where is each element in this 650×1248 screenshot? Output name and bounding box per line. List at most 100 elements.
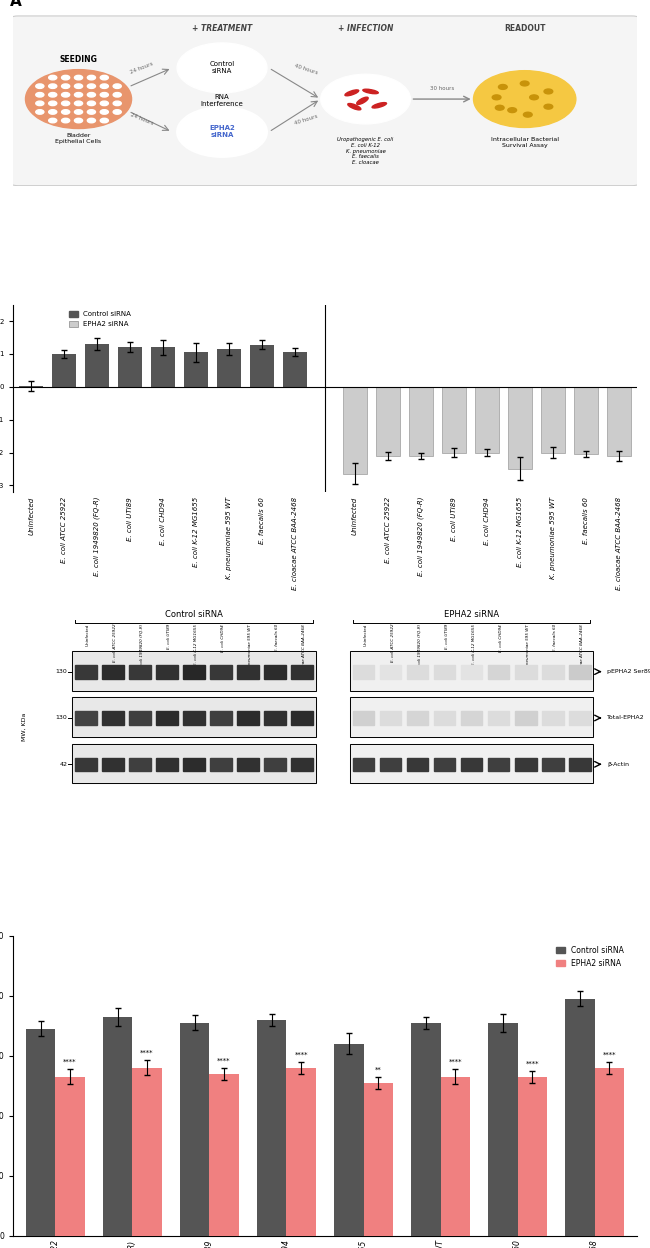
Circle shape xyxy=(87,92,96,97)
Bar xyxy=(210,758,232,771)
Bar xyxy=(353,665,374,679)
Bar xyxy=(156,665,177,679)
Bar xyxy=(118,347,142,387)
Bar xyxy=(574,387,598,454)
Bar xyxy=(72,744,316,784)
Bar xyxy=(434,711,456,725)
Circle shape xyxy=(177,107,267,157)
Ellipse shape xyxy=(345,90,359,96)
Circle shape xyxy=(100,92,109,97)
Text: β-Actin: β-Actin xyxy=(607,761,629,766)
Bar xyxy=(380,711,401,725)
Text: pEPHA2 Ser897: pEPHA2 Ser897 xyxy=(607,669,650,674)
Circle shape xyxy=(523,112,532,117)
Circle shape xyxy=(75,75,83,80)
Bar xyxy=(517,1077,547,1236)
Bar xyxy=(183,665,205,679)
Bar xyxy=(75,758,97,771)
Circle shape xyxy=(36,101,44,106)
Bar xyxy=(542,758,564,771)
Bar xyxy=(283,352,307,387)
Text: ****: **** xyxy=(217,1057,231,1063)
Bar xyxy=(380,758,401,771)
Text: Bladder
Epithelial Cells: Bladder Epithelial Cells xyxy=(55,134,101,145)
Bar xyxy=(26,1028,55,1236)
Circle shape xyxy=(100,84,109,89)
Bar xyxy=(237,665,259,679)
Circle shape xyxy=(62,92,70,97)
Text: E. faecalis 60: E. faecalis 60 xyxy=(552,624,557,651)
Circle shape xyxy=(473,71,576,127)
Circle shape xyxy=(508,107,517,112)
Circle shape xyxy=(87,119,96,122)
Circle shape xyxy=(495,105,504,110)
Bar xyxy=(287,1068,316,1236)
Text: E. coli CHD94: E. coli CHD94 xyxy=(221,624,225,651)
Bar xyxy=(350,698,593,738)
Bar xyxy=(102,665,124,679)
Bar xyxy=(210,665,232,679)
Bar xyxy=(52,354,76,387)
Circle shape xyxy=(62,75,70,80)
Bar xyxy=(156,711,177,725)
Circle shape xyxy=(36,92,44,97)
Text: ****: **** xyxy=(525,1061,539,1066)
Bar xyxy=(461,758,482,771)
Circle shape xyxy=(62,101,70,106)
Bar xyxy=(569,758,591,771)
Text: E. coli ATCC 25922: E. coli ATCC 25922 xyxy=(113,624,117,663)
Text: 42: 42 xyxy=(59,761,68,766)
Text: Uropathogenic E. coli
E. coli K-12
K. pneumoniae
E. faecalis
E. cloacae: Uropathogenic E. coli E. coli K-12 K. pn… xyxy=(337,137,394,165)
Bar xyxy=(237,711,259,725)
Bar xyxy=(72,651,316,691)
Circle shape xyxy=(49,92,57,97)
Text: Control siRNA: Control siRNA xyxy=(165,610,223,619)
Text: **: ** xyxy=(375,1066,382,1072)
Circle shape xyxy=(100,119,109,122)
Bar xyxy=(350,744,593,784)
Bar xyxy=(541,387,565,453)
Bar xyxy=(72,651,316,691)
Bar xyxy=(183,758,205,771)
Circle shape xyxy=(544,89,552,94)
Text: E. coli 1949820 (FQ-R): E. coli 1949820 (FQ-R) xyxy=(417,624,422,670)
Text: E. coli UTI89: E. coli UTI89 xyxy=(445,624,448,649)
Bar xyxy=(291,758,313,771)
Bar xyxy=(85,344,109,387)
Text: 40 hours: 40 hours xyxy=(294,114,318,126)
Bar xyxy=(441,1077,470,1236)
Text: EPHA2
siRNA: EPHA2 siRNA xyxy=(209,126,235,139)
Text: Uninfected: Uninfected xyxy=(363,624,367,646)
Circle shape xyxy=(87,84,96,89)
Bar xyxy=(291,665,313,679)
Text: 130: 130 xyxy=(55,715,68,720)
Bar xyxy=(151,347,175,387)
Bar xyxy=(353,711,374,725)
Bar xyxy=(434,758,456,771)
Bar xyxy=(363,1083,393,1236)
Circle shape xyxy=(544,105,552,109)
Bar xyxy=(129,758,151,771)
Text: A: A xyxy=(10,0,21,9)
Circle shape xyxy=(87,101,96,106)
Text: 24 hours: 24 hours xyxy=(130,61,154,75)
Bar xyxy=(156,758,177,771)
Bar xyxy=(183,711,205,725)
Bar xyxy=(210,711,232,725)
Text: ****: **** xyxy=(63,1058,77,1065)
Bar xyxy=(250,344,274,387)
Text: 130: 130 xyxy=(55,669,68,674)
Text: ****: **** xyxy=(140,1050,154,1056)
Circle shape xyxy=(492,95,501,100)
Bar xyxy=(461,711,482,725)
Bar xyxy=(350,698,593,738)
Bar xyxy=(75,711,97,725)
Bar xyxy=(209,1073,239,1236)
Circle shape xyxy=(36,110,44,115)
Circle shape xyxy=(499,85,507,90)
Bar xyxy=(461,665,482,679)
Circle shape xyxy=(75,110,83,115)
Text: ****: **** xyxy=(294,1051,308,1057)
Text: 40 hours: 40 hours xyxy=(294,62,318,75)
Circle shape xyxy=(100,75,109,80)
